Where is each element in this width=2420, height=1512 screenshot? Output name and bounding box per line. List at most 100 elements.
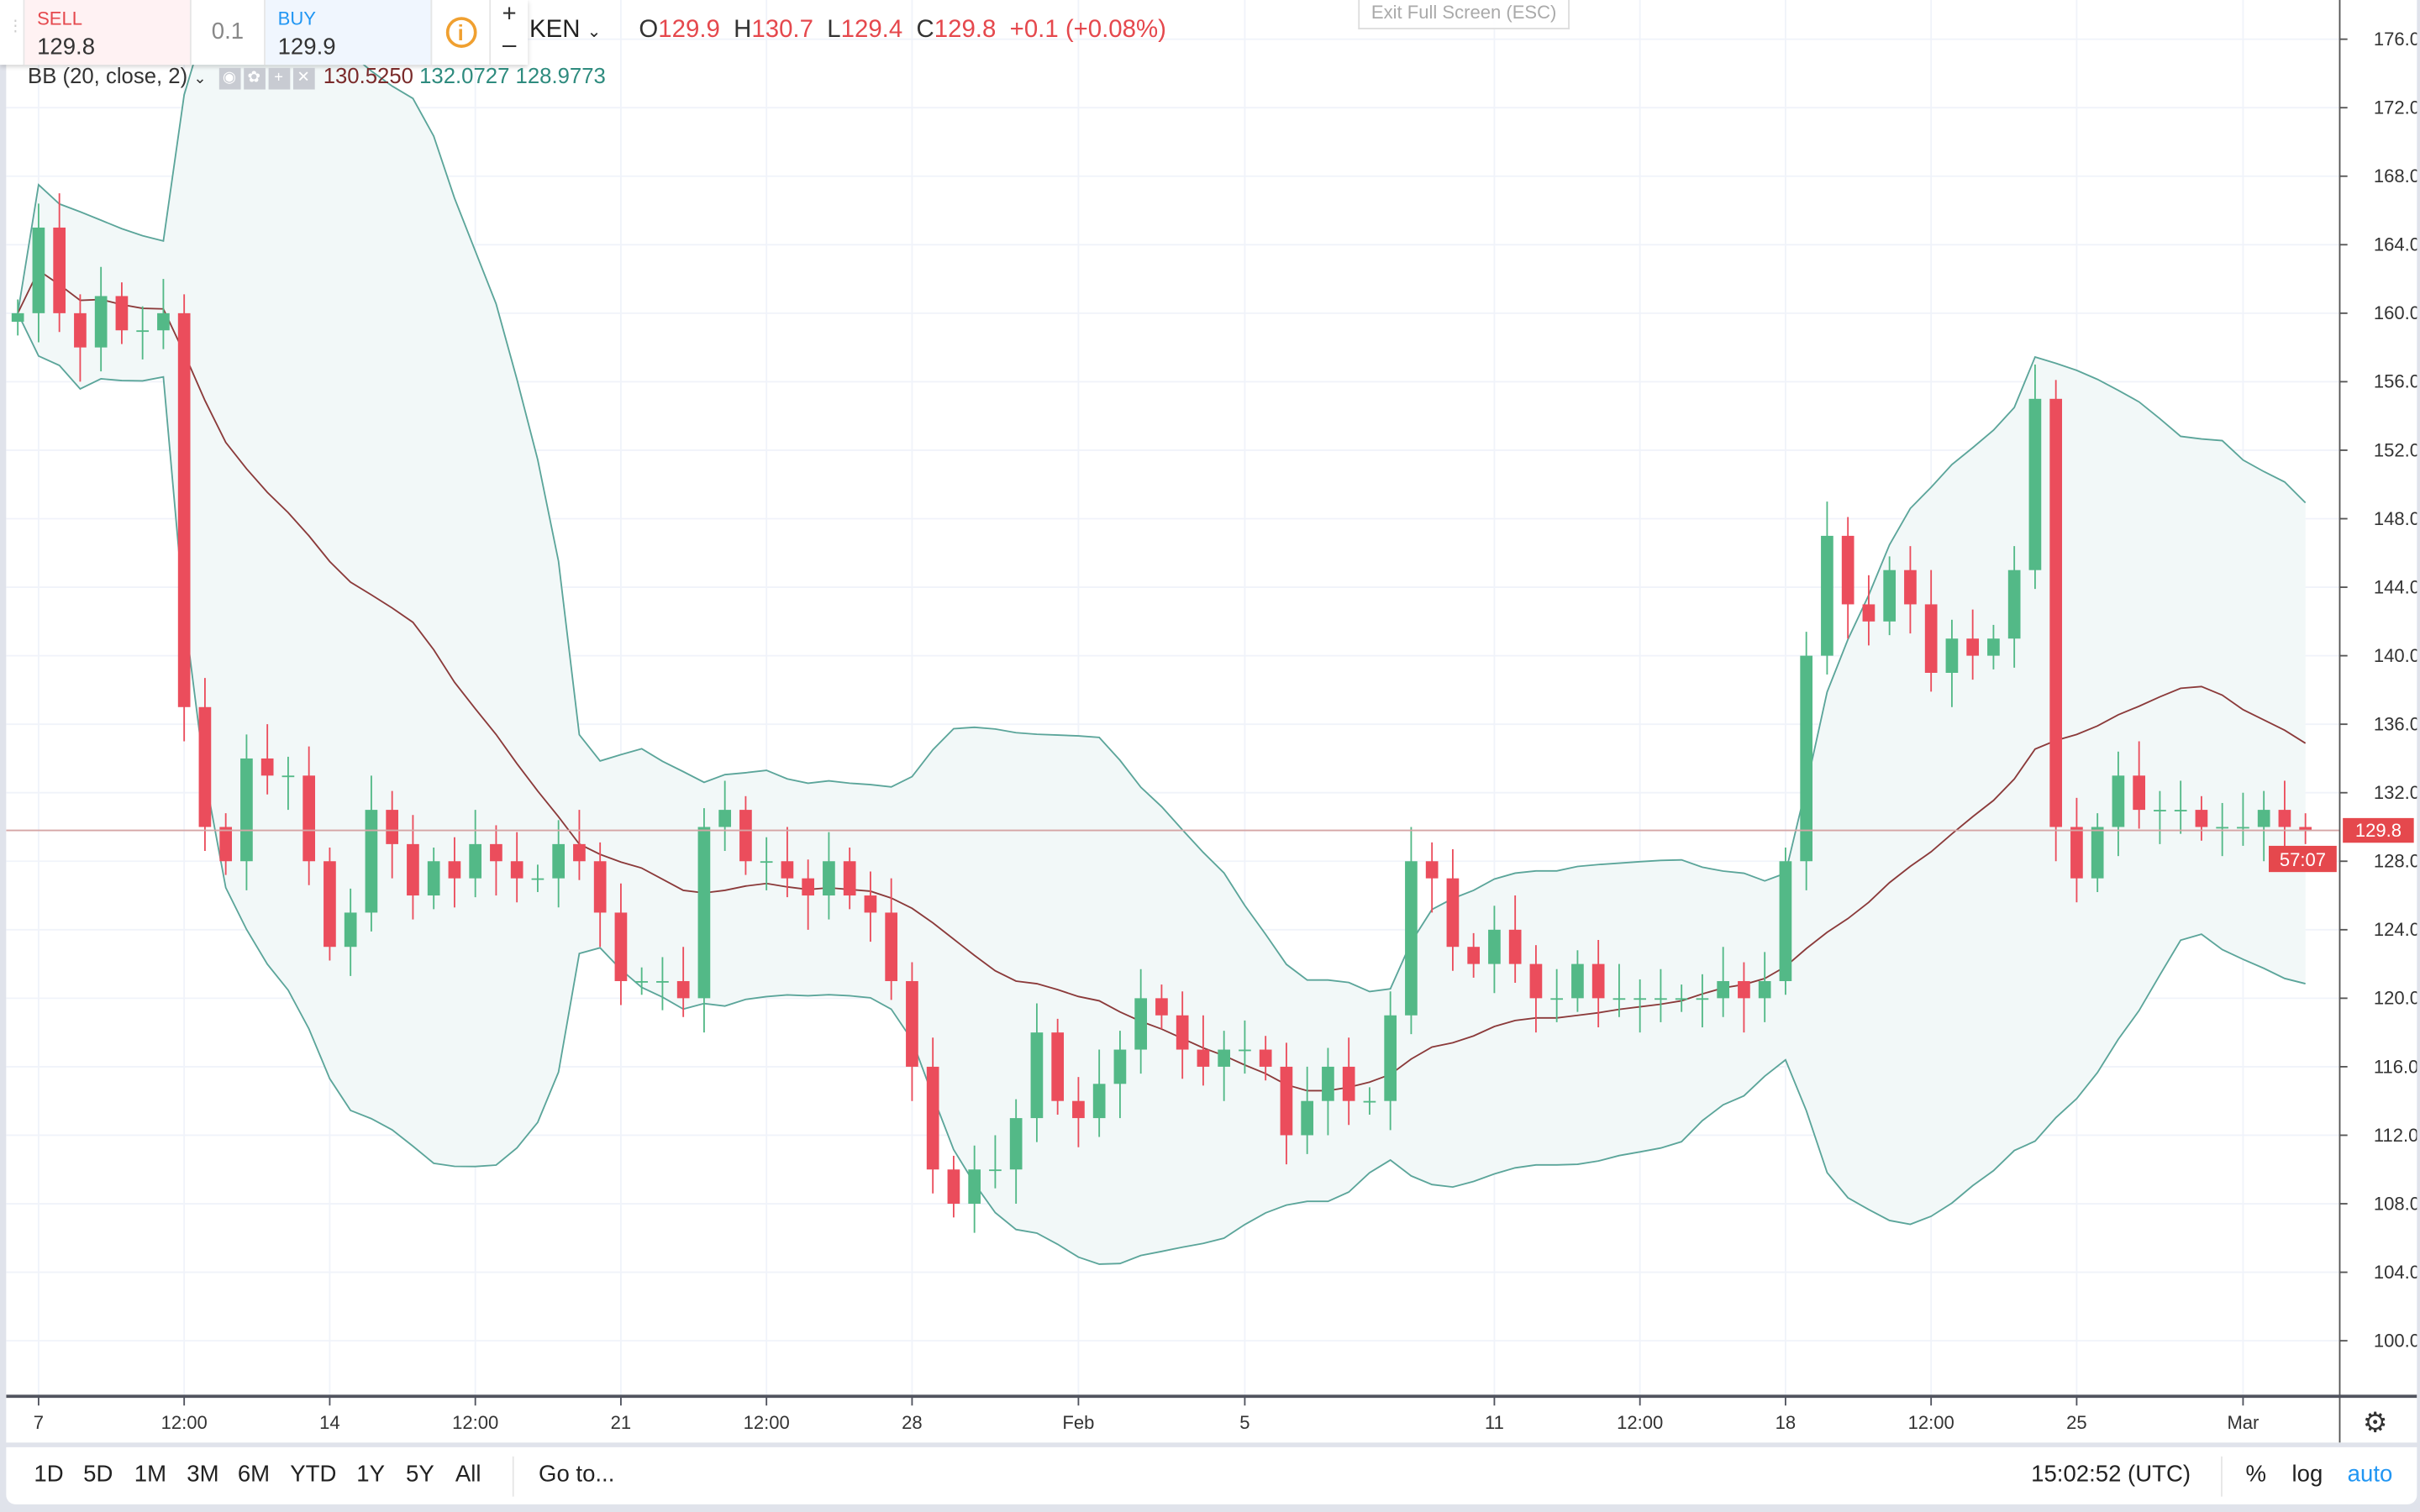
candle-body <box>676 980 690 999</box>
candle-body <box>11 312 24 323</box>
candle-body <box>53 227 66 313</box>
price-tick-label: 100.0 <box>2374 1330 2417 1351</box>
candle-body <box>407 843 419 896</box>
close-icon[interactable]: ✕ <box>292 68 314 91</box>
candle-body <box>968 1169 981 1205</box>
range-ytd[interactable]: YTD <box>290 1461 337 1488</box>
candle-body <box>1280 1066 1293 1136</box>
range-6m[interactable]: 6M <box>237 1461 271 1488</box>
range-3m[interactable]: 3M <box>187 1461 219 1488</box>
candle-body <box>1030 1032 1044 1119</box>
candle-body <box>989 1169 1002 1172</box>
candle-body <box>781 861 794 879</box>
candle-body <box>1717 980 1730 999</box>
auto-toggle[interactable]: auto <box>2347 1461 2393 1488</box>
candle-body <box>1134 998 1148 1050</box>
candle-body <box>2216 827 2229 829</box>
candle-body <box>1634 998 1647 1000</box>
time-tick-label: 7 <box>34 1412 44 1433</box>
candle-body <box>1800 655 1813 862</box>
price-tick-label: 152.0 <box>2374 439 2417 460</box>
candle-body <box>1176 1015 1189 1050</box>
percent-toggle[interactable]: % <box>2245 1461 2266 1488</box>
range-5y[interactable]: 5Y <box>406 1461 434 1488</box>
candle-body <box>1384 1015 1397 1101</box>
visibility-icon[interactable]: ◉ <box>218 68 240 91</box>
range-1m[interactable]: 1M <box>134 1461 167 1488</box>
bb-lower-value: 128.9773 <box>515 63 606 88</box>
minus-button[interactable]: – <box>502 32 517 59</box>
log-toggle[interactable]: log <box>2291 1461 2323 1488</box>
symbol-selector[interactable]: KEN ⌄ <box>529 17 602 45</box>
candle-body <box>1467 947 1481 964</box>
indicator-name[interactable]: BB (20, close, 2) <box>28 63 188 88</box>
candle-body <box>573 843 586 862</box>
candle-body <box>1758 980 1771 999</box>
price-tick-label: 128.0 <box>2374 851 2417 872</box>
range-5d[interactable]: 5D <box>83 1461 113 1488</box>
candle-body <box>2278 810 2291 827</box>
range-all[interactable]: All <box>455 1461 481 1488</box>
price-tick-label: 132.0 <box>2374 782 2417 803</box>
price-tick-label: 164.0 <box>2374 234 2417 255</box>
bb-upper-value: 132.0727 <box>419 63 510 88</box>
plus-icon[interactable]: + <box>267 68 290 91</box>
candle-body <box>386 810 399 844</box>
gear-icon[interactable]: ✿ <box>243 68 266 91</box>
time-tick-label: 11 <box>1485 1412 1504 1433</box>
ohlc-readout: O129.9 H130.7 L129.4 C129.8 +0.1 (+0.08%… <box>639 17 1166 45</box>
settings-gear-icon[interactable]: ⚙ <box>2363 1407 2388 1438</box>
price-tick-label: 168.0 <box>2374 165 2417 186</box>
chevron-down-icon[interactable]: ⌄ <box>193 71 207 88</box>
exit-fullscreen-button[interactable]: Exit Full Screen (ESC) <box>1358 0 1570 29</box>
buy-button[interactable]: BUY 129.9 <box>265 0 433 66</box>
candle-body <box>2195 810 2208 827</box>
chart-area[interactable]: 100.0 104.0 108.0 112.0 116.0 120.0 124.0 128.0… <box>6 0 2417 1443</box>
bb-lower-line <box>17 312 2306 1265</box>
candle-body <box>324 861 336 948</box>
candle-body <box>240 758 253 862</box>
candle-body <box>2070 827 2083 879</box>
candle-body <box>1322 1066 1334 1101</box>
price-tick-label: 112.0 <box>2374 1125 2417 1146</box>
sell-label: SELL <box>37 8 83 29</box>
candle-body <box>2154 810 2166 811</box>
price-tick-label: 144.0 <box>2374 576 2417 597</box>
candle-body <box>2133 775 2146 811</box>
candle-body <box>1301 1100 1314 1136</box>
candlestick-chart[interactable]: 100.0 104.0 108.0 112.0 116.0 120.0 124.0 128.0… <box>6 0 2417 1443</box>
candle-body <box>2028 398 2042 570</box>
range-1d[interactable]: 1D <box>34 1461 64 1488</box>
candle-body <box>552 843 566 879</box>
range-1y[interactable]: 1Y <box>356 1461 386 1488</box>
countdown-badge <box>2269 845 2337 873</box>
candle-body <box>1155 998 1168 1016</box>
candle-body <box>2091 827 2104 879</box>
candle-body <box>593 861 607 913</box>
candle-body <box>1591 963 1605 999</box>
quantity-stepper[interactable]: + – <box>491 0 528 65</box>
candle-body <box>1239 1049 1251 1052</box>
drag-handle-icon[interactable]: ⋮⋮ <box>0 0 39 66</box>
candle-body <box>1529 963 1543 999</box>
candle-body <box>281 775 295 778</box>
close-label: C <box>916 17 934 44</box>
candle-body <box>1987 638 2000 656</box>
candle-body <box>260 758 274 776</box>
candle-body <box>614 912 628 981</box>
candle-body <box>1841 535 1854 605</box>
candle-body <box>1488 929 1501 964</box>
time-tick-label: 14 <box>319 1412 340 1433</box>
low-label: L <box>827 17 841 44</box>
goto-button[interactable]: Go to... <box>539 1461 615 1488</box>
plus-button[interactable]: + <box>502 1 517 29</box>
candle-body <box>490 843 502 862</box>
candle-body <box>760 861 773 864</box>
candle-body <box>947 1169 960 1205</box>
sell-button[interactable]: SELL 129.8 <box>24 0 192 66</box>
clock[interactable]: 15:02:52 (UTC) <box>2031 1461 2191 1488</box>
info-button[interactable]: i <box>432 0 492 66</box>
time-tick-label: 25 <box>2066 1412 2087 1433</box>
candle-body <box>2299 827 2312 831</box>
chevron-down-icon: ⌄ <box>587 23 602 42</box>
